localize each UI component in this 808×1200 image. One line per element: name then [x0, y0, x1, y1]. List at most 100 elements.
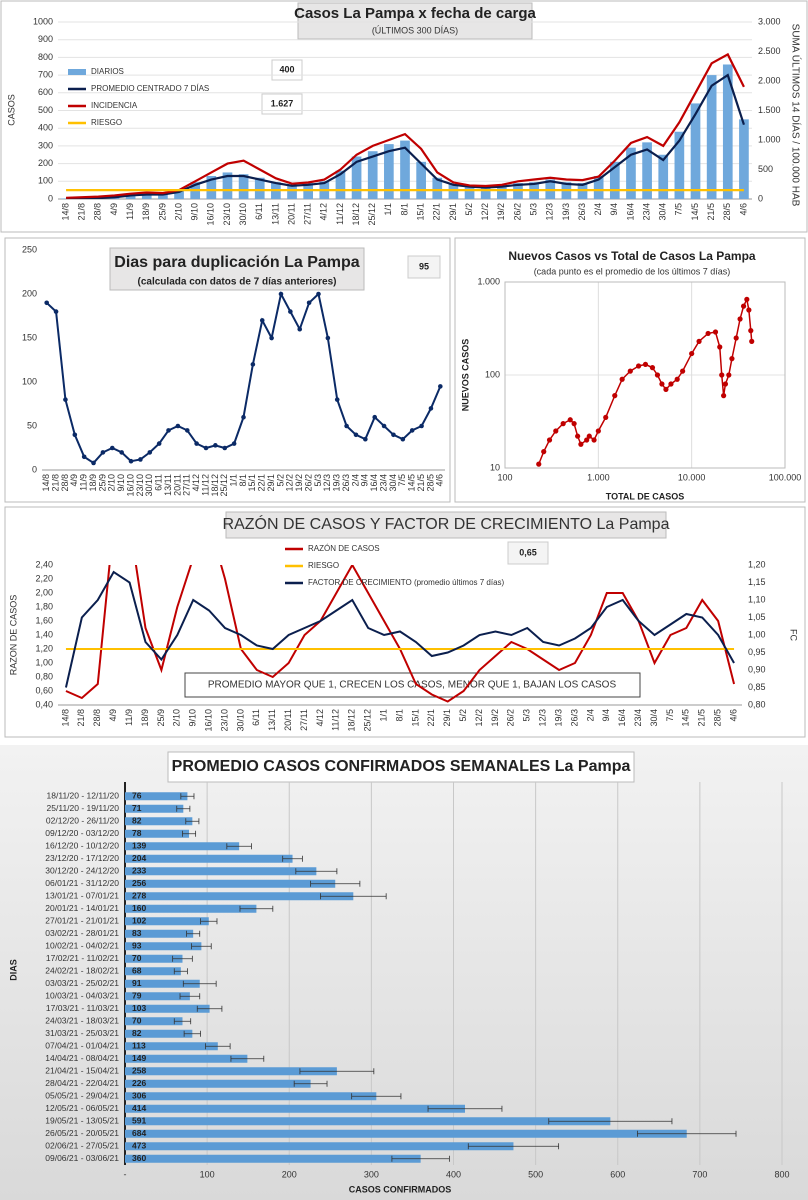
x-tick-label: 26/2	[303, 474, 313, 492]
bar	[125, 992, 190, 1001]
y-tick-label: 24/03/21 - 18/03/21	[45, 1016, 119, 1026]
error-bar	[173, 968, 188, 975]
point	[689, 350, 695, 357]
point	[733, 335, 739, 341]
x-tick-label: 2/4	[593, 203, 603, 216]
error-bar	[179, 993, 201, 1000]
y-tick-label: 0,80	[35, 671, 53, 681]
x-tick-label: 21/8	[77, 203, 87, 221]
error-bar	[239, 905, 274, 912]
x-tick-label: 12/2	[285, 474, 295, 492]
data-label: 76	[132, 791, 142, 801]
x-tick-label: 14/8	[41, 474, 51, 492]
bar	[690, 103, 701, 199]
x-tick-label: 14/5	[407, 474, 417, 492]
error-bar	[173, 1018, 192, 1025]
x-tick-label: 6/11	[251, 709, 261, 726]
point	[44, 300, 49, 306]
data-label: 139	[132, 841, 146, 851]
x-tick-label: 29/1	[442, 709, 452, 727]
bar	[367, 151, 378, 199]
x-tick-label: 22/1	[257, 474, 267, 492]
x-tick-label: 30/10	[238, 203, 248, 226]
plot-area	[61, 52, 749, 199]
bar	[158, 194, 168, 199]
y-tick-label: 03/02/21 - 28/01/21	[45, 928, 119, 938]
data-label: 78	[132, 828, 142, 838]
x-tick-label: 11/12	[200, 474, 210, 496]
error-bar	[172, 955, 193, 962]
bar	[287, 184, 297, 199]
x-tick-label: 5/2	[458, 709, 468, 722]
point	[560, 421, 566, 427]
x-tick-label: 5/2	[464, 203, 474, 216]
point	[194, 441, 199, 446]
bar	[125, 1017, 183, 1026]
error-bar	[427, 1105, 503, 1112]
x-tick-label: 27/11	[299, 709, 309, 731]
x-tick-label: 28/5	[425, 474, 435, 492]
x-tick-label: 100.000	[769, 472, 802, 482]
point	[737, 316, 743, 322]
point	[250, 362, 256, 367]
point	[649, 365, 656, 371]
point	[325, 335, 331, 341]
bar	[125, 1129, 687, 1138]
data-label: 149	[132, 1053, 146, 1063]
y2-tick-label: 3.000	[758, 16, 781, 26]
chart-title: Nuevos Casos vs Total de Casos La Pampa	[508, 249, 756, 263]
point	[297, 326, 303, 332]
data-label: 68	[132, 966, 142, 976]
x-tick-label: 8/1	[238, 474, 248, 487]
x-tick-label: 22/1	[426, 709, 436, 727]
x-tick-label: 100	[200, 1169, 215, 1179]
data-label: 102	[132, 916, 146, 926]
x-tick-label: 14/5	[690, 203, 700, 221]
y2-tick-label: 0	[758, 193, 763, 203]
y-tick-label: 17/02/21 - 11/02/21	[46, 953, 119, 963]
x-tick-label: 30/4	[388, 474, 398, 492]
y-tick-label: 06/01/21 - 31/12/20	[45, 878, 119, 888]
x-tick-label: 4/12	[191, 474, 201, 492]
point	[363, 436, 368, 442]
x-tick-label: 12/3	[538, 709, 548, 727]
x-tick-label: 25/9	[157, 203, 167, 221]
error-bar	[186, 930, 201, 937]
x-tick-label: 8/1	[399, 203, 409, 216]
point	[278, 291, 284, 297]
bar	[626, 147, 636, 199]
bar	[593, 175, 604, 199]
x-tick-label: 14/8	[60, 709, 70, 727]
point	[269, 335, 274, 341]
bar	[222, 172, 233, 199]
y2-tick-label: 500	[758, 164, 773, 174]
x-tick-label: 10.000	[678, 472, 706, 482]
point	[259, 318, 265, 323]
point	[400, 436, 406, 442]
bar	[125, 904, 257, 913]
y-tick-label: 09/12/20 - 03/12/20	[45, 828, 119, 838]
point	[72, 432, 78, 438]
data-label: 91	[132, 978, 142, 988]
x-tick-label: 4/6	[435, 474, 445, 487]
x-tick-label: -	[124, 1169, 127, 1179]
point	[591, 437, 597, 443]
point	[668, 381, 674, 387]
x-tick-label: 2/10	[172, 709, 182, 727]
bar	[125, 817, 193, 826]
x-tick-label: 18/9	[141, 203, 151, 221]
x-tick-label: 25/12	[367, 203, 377, 226]
legend-label: RIESGO	[308, 561, 339, 570]
x-tick-label: 23/10	[222, 203, 232, 226]
y2-tick-label: 0,85	[748, 682, 766, 692]
x-tick-label: 9/10	[188, 709, 198, 727]
y-tick-label: 2,20	[35, 573, 53, 583]
point	[541, 449, 547, 455]
error-bar	[226, 843, 252, 850]
x-tick-label: 9/10	[190, 203, 200, 221]
title-box	[109, 247, 365, 291]
data-label: 82	[132, 1028, 142, 1038]
x-tick-label: 25/12	[363, 709, 373, 732]
x-tick-label: 19/3	[561, 203, 571, 221]
